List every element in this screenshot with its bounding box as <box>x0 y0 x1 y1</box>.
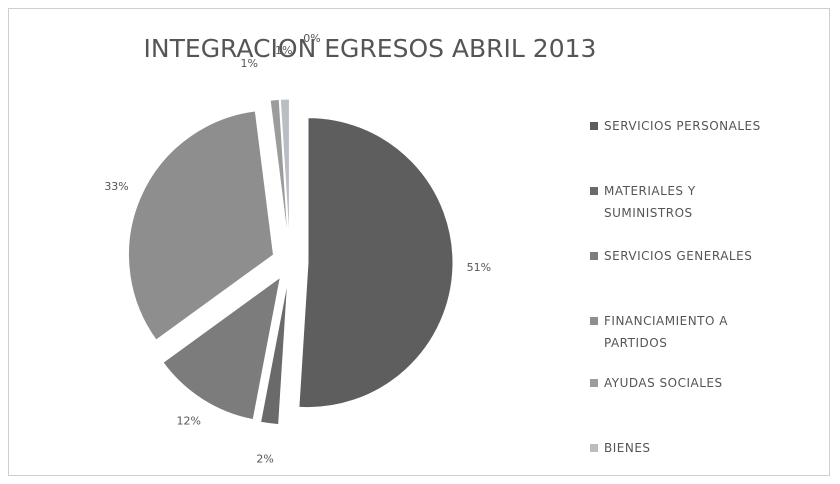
legend-label: MATERIALES Y SUMINISTROS <box>604 184 696 220</box>
legend-swatch <box>590 252 598 260</box>
legend-label: BIENES <box>604 441 651 455</box>
data-label: 0% <box>303 32 320 45</box>
pie-slice <box>279 98 290 245</box>
legend-entry: SERVICIOS GENERALES <box>590 245 790 267</box>
legend-label: FINANCIAMIENTO A PARTIDOS <box>604 314 728 350</box>
legend-entry: FINANCIAMIENTO A PARTIDOS <box>590 310 790 354</box>
legend-swatch <box>590 444 598 452</box>
pie-slice <box>259 279 289 426</box>
legend-label: SERVICIOS GENERALES <box>604 249 753 263</box>
legend-entry: SERVICIOS PERSONALES <box>590 115 790 137</box>
data-label: 51% <box>467 261 491 274</box>
legend-entry: BIENES <box>590 437 790 459</box>
legend-swatch <box>590 122 598 130</box>
legend-label: SERVICIOS PERSONALES <box>604 119 761 133</box>
legend-swatch <box>590 317 598 325</box>
legend-swatch <box>590 187 598 195</box>
data-label: 1% <box>275 44 292 57</box>
pie-slice <box>162 276 282 421</box>
legend-entry: MATERIALES Y SUMINISTROS <box>590 180 790 224</box>
data-label: 12% <box>177 415 201 428</box>
chart-title: INTEGRACION EGRESOS ABRIL 2013 <box>144 34 597 63</box>
legend-label: AYUDAS SOCIALES <box>604 376 723 390</box>
pie-slice <box>298 117 454 409</box>
legend-entry: AYUDAS SOCIALES <box>590 372 790 394</box>
pie-slice <box>269 98 289 245</box>
data-label: 1% <box>241 57 258 70</box>
data-label: 33% <box>104 180 128 193</box>
data-label: 2% <box>256 452 273 465</box>
legend-swatch <box>590 379 598 387</box>
pie-slice <box>127 110 275 341</box>
